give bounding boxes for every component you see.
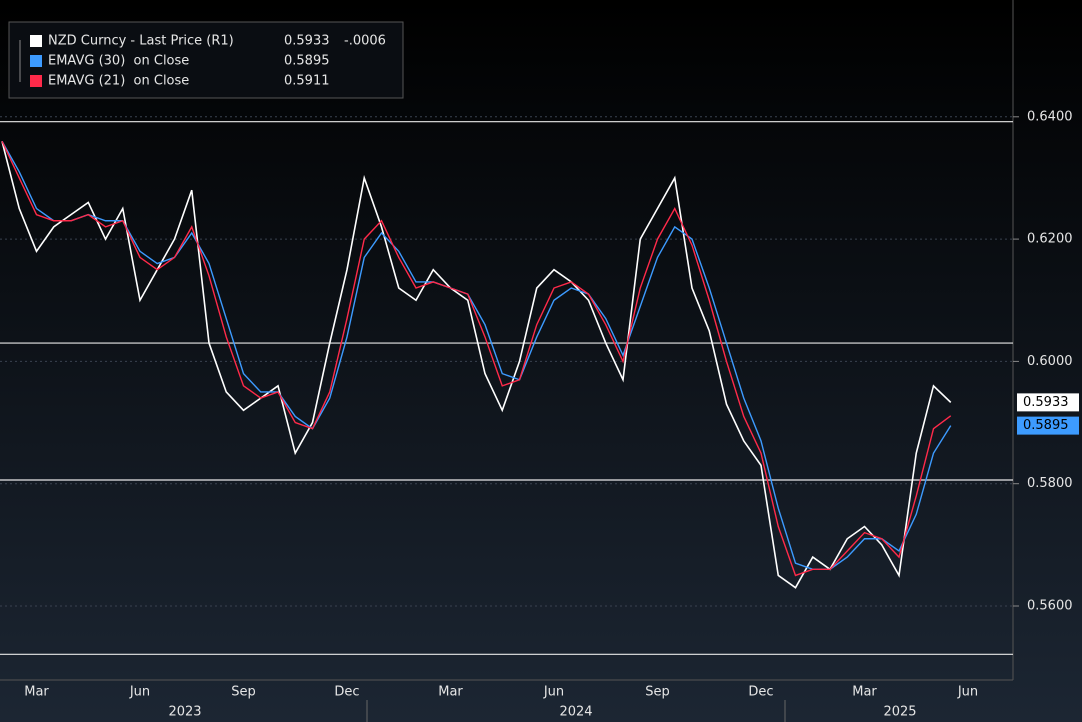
series-line (1, 140, 952, 577)
legend-swatch (30, 55, 42, 67)
legend: NZD Curncy - Last Price (R1) 0.5933 EMAVG … (8, 21, 404, 99)
series-line (1, 140, 952, 571)
legend-value: 0.5911 (284, 74, 330, 89)
legend-swatch (30, 35, 42, 47)
y-tick-label: 0.5600 (1027, 599, 1073, 614)
x-tick-label: Mar (24, 685, 49, 700)
x-tick-label: Sep (645, 685, 670, 700)
last-value-label: 0.5933 (1023, 395, 1069, 410)
year-label: 2023 (168, 705, 201, 720)
x-tick-label: Dec (334, 685, 359, 700)
last-value-label: 0.5895 (1023, 418, 1069, 433)
x-tick-label: Mar (852, 685, 877, 700)
y-tick-label: 0.6200 (1027, 232, 1073, 247)
legend-value: 0.5895 (284, 54, 330, 69)
last-value-tag (1017, 393, 1079, 412)
year-label: 2024 (559, 705, 592, 720)
y-tick-label: 0.5800 (1027, 476, 1073, 491)
x-tick-label: Jun (543, 685, 564, 700)
year-label: 2025 (883, 705, 916, 720)
legend-label: EMAVG (21) on Close (48, 74, 189, 89)
legend-label: EMAVG (30) on Close (48, 54, 189, 69)
y-tick-label: 0.6400 (1027, 109, 1073, 124)
last-value-tag (1017, 416, 1079, 435)
x-tick-label: Sep (231, 685, 256, 700)
x-tick-label: Dec (748, 685, 773, 700)
x-tick-label: Mar (438, 685, 463, 700)
legend-change: -.0006 (344, 34, 386, 49)
legend-value: 0.5933 (284, 34, 330, 49)
x-tick-label: Jun (957, 685, 978, 700)
legend-box (8, 21, 404, 99)
y-tick-label: 0.6000 (1027, 354, 1073, 369)
series-line (1, 141, 952, 589)
x-tick-label: Jun (129, 685, 150, 700)
legend-label: NZD Curncy - Last Price (R1) (48, 34, 234, 49)
legend-swatch (30, 75, 42, 87)
